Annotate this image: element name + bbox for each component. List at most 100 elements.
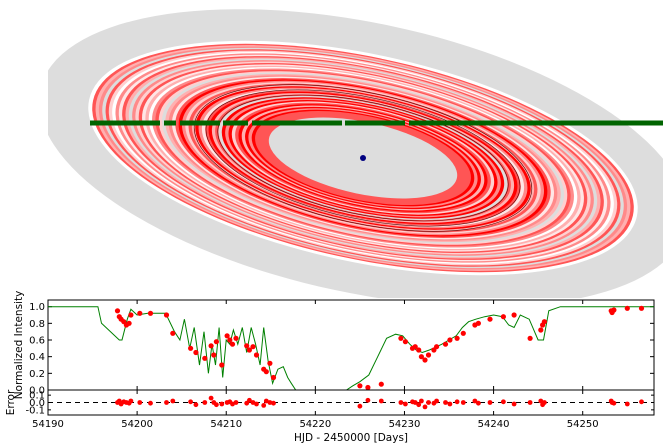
y-tick-label: 0.0 [29,398,45,409]
residual-point [611,400,617,406]
residual-point [137,400,143,405]
model-line [48,306,654,390]
residual-point [416,402,422,408]
observation-point [213,339,219,345]
residual-point [472,398,478,404]
observation-point [114,308,121,314]
y-tick-label: 0.4 [29,352,45,363]
residual-point [527,400,533,405]
observation-point [208,343,214,349]
observation-point [454,335,460,341]
light-curve-y-axis-label: Normalized Intensity [13,291,25,400]
y-tick-label: 0.8 [29,319,45,330]
residual-point [419,398,424,404]
residual-point [434,398,439,404]
residual-point [254,401,259,407]
light-curve-x-ticks [47,300,584,390]
residual-point [378,398,384,404]
observation-point [412,344,418,350]
residual-point [128,398,134,404]
residual-point [233,400,239,405]
residual-point [202,400,208,405]
observation-point [227,337,233,343]
residual-point [193,402,199,408]
residual-point [398,400,404,405]
y-tick-label: 0.6 [29,336,45,347]
observation-point [500,314,506,320]
residual-point [460,400,466,405]
observation-point [402,339,408,345]
observation-point [224,333,230,339]
residual-point [624,401,630,407]
residual-point [426,400,431,405]
observation-point [128,312,134,318]
residual-point [487,400,493,405]
observation-point [250,344,256,350]
observation-point [229,341,236,347]
light-curve-panel: 0.0 0.2 0.4 0.6 0.8 1.0 Normalized Intensity [13,291,655,400]
observation-point [246,347,252,353]
x-tick-label: 54220 [299,419,331,430]
residual-point [443,400,448,405]
x-tick-label: 54250 [567,419,599,430]
residual-point [247,397,252,403]
residual-point [454,399,460,405]
residual-point [538,398,544,404]
residuals-plot [48,395,654,410]
observation-point [263,369,269,375]
observation-point [126,320,132,326]
observation-point [425,352,432,358]
residuals-panel: 0.10.0-0.1 54190 54200 54210 54220 54230 5424… [5,389,655,444]
observation-point [475,320,481,326]
observation-point [147,310,154,316]
observation-point [253,352,260,358]
observation-point [137,310,143,316]
residual-point [214,402,219,408]
observation-point [398,335,404,341]
residual-point [511,401,517,407]
observation-point [422,357,428,363]
residual-point [164,400,169,405]
y-tick-label: 1.0 [29,302,45,313]
observation-point [163,312,170,318]
observation-point [541,319,548,325]
residual-point [447,401,453,407]
residual-point [188,399,194,405]
observation-point [624,305,630,311]
observation-point [267,360,273,366]
planet-marker [360,155,366,161]
observation-point [202,355,208,361]
observation-point [538,327,544,333]
observation-point [442,341,449,347]
x-tick-label: 54210 [210,419,242,430]
observation-point [527,335,533,341]
y-tick-label: 0.1 [29,391,45,402]
observation-point [170,330,176,336]
observation-point [638,305,645,311]
observation-point [244,343,250,349]
residual-point [219,401,225,407]
y-tick-label: 0.2 [29,369,45,380]
residual-point [208,395,214,401]
x-tick-label: 54190 [32,419,64,430]
y-tick-label: -0.1 [25,405,45,416]
x-tick-label: 54240 [478,419,510,430]
observation-point [188,345,194,351]
observation-point [357,383,363,389]
residual-point [422,404,428,410]
observation-point [434,344,440,350]
x-axis-label: HJD - 2450000 [Days] [294,432,408,444]
observation-point [416,347,422,353]
observation-point [611,307,617,313]
residual-point [263,398,269,404]
residuals-x-ticks: 54190 54200 54210 54220 54230 54240 54250 [32,390,599,430]
ring-system-panel [48,9,663,298]
observation-point [447,337,453,343]
residual-point [639,399,644,405]
residual-point [170,398,176,404]
light-curve-y-ticks: 0.0 0.2 0.4 0.6 0.8 1.0 [29,302,654,397]
y-tick-label: 0.0 [29,386,45,397]
ring-gap [217,94,509,222]
residual-point [271,400,276,406]
